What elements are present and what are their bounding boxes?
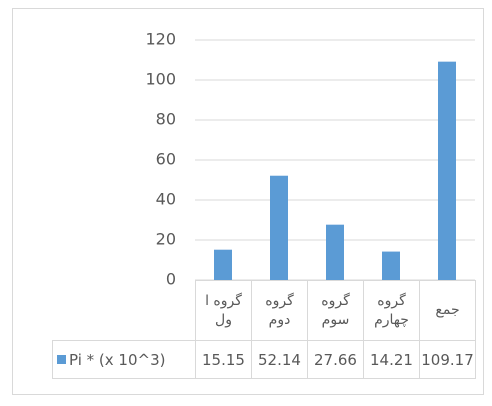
value-cell: 27.66	[307, 340, 364, 379]
category-cell: گروه دوم	[251, 280, 308, 341]
bar	[326, 224, 344, 280]
category-cell: گروه اول	[195, 280, 252, 341]
category-cell: جمع	[419, 280, 476, 341]
y-tick-label: 0	[166, 270, 176, 289]
chart-frame	[12, 8, 484, 395]
value-cell: 15.15	[195, 340, 252, 379]
y-tick-label: 80	[156, 110, 176, 129]
value-cell: 14.21	[363, 340, 420, 379]
legend-swatch	[57, 355, 66, 364]
value-cell: 52.14	[251, 340, 308, 379]
y-tick-label: 100	[145, 70, 176, 89]
bar	[214, 249, 232, 280]
bar	[438, 61, 456, 280]
y-tick-label: 60	[156, 150, 176, 169]
category-cell: گروه چهارم	[363, 280, 420, 341]
bar	[382, 251, 400, 280]
y-tick-label: 120	[145, 30, 176, 49]
value-cell: 109.17	[419, 340, 476, 379]
y-tick-label: 20	[156, 230, 176, 249]
legend-label: Pi * (x 10^3)	[69, 350, 166, 369]
y-tick-label: 40	[156, 190, 176, 209]
category-cell: گروه سوم	[307, 280, 364, 341]
bar	[270, 175, 288, 280]
legend-cell: Pi * (x 10^3)	[52, 340, 196, 379]
